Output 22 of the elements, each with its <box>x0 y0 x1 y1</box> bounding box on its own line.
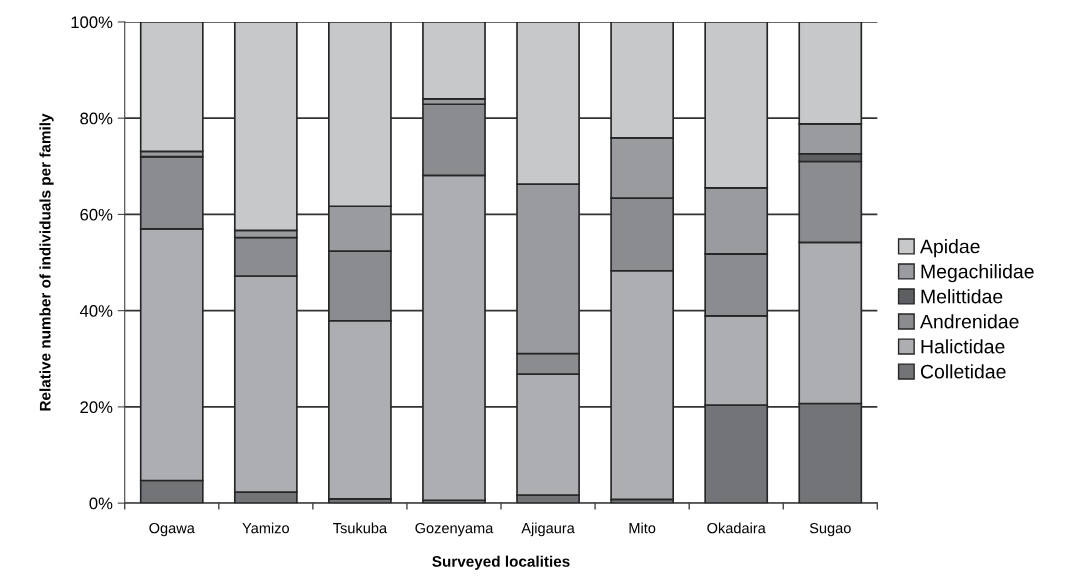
y-tick-label: 0% <box>89 497 113 510</box>
x-tick-label: Gozenyama <box>415 522 494 537</box>
y-tick-label: 60% <box>80 208 113 221</box>
x-tick-label: Mito <box>629 522 656 534</box>
x-axis-title: Surveyed localities <box>432 555 570 570</box>
x-tick-label: Yamizo <box>242 522 289 534</box>
legend-label: Colletidae <box>920 364 1006 379</box>
y-tick-label: 20% <box>80 401 113 414</box>
legend-label: Andrenidae <box>920 314 1019 329</box>
x-tick-label: Sugao <box>809 522 851 537</box>
legend-label: Megachilidae <box>921 264 1034 283</box>
y-tick-label: 40% <box>79 305 113 317</box>
x-tick-label: Okadaira <box>707 522 766 534</box>
legend-label: Halictidae <box>921 339 1005 354</box>
x-tick-label: Ajigaura <box>521 522 575 537</box>
y-axis-title: Relative number of individuals per family <box>39 113 54 411</box>
legend-label: Apidae <box>920 239 980 258</box>
y-tick-label: 100% <box>71 16 113 29</box>
y-tick-label: 80% <box>80 112 113 125</box>
x-tick-label: Ogawa <box>149 522 195 537</box>
legend-label: Melittidae <box>921 289 1003 304</box>
x-tick-label: Tsukuba <box>333 522 388 534</box>
